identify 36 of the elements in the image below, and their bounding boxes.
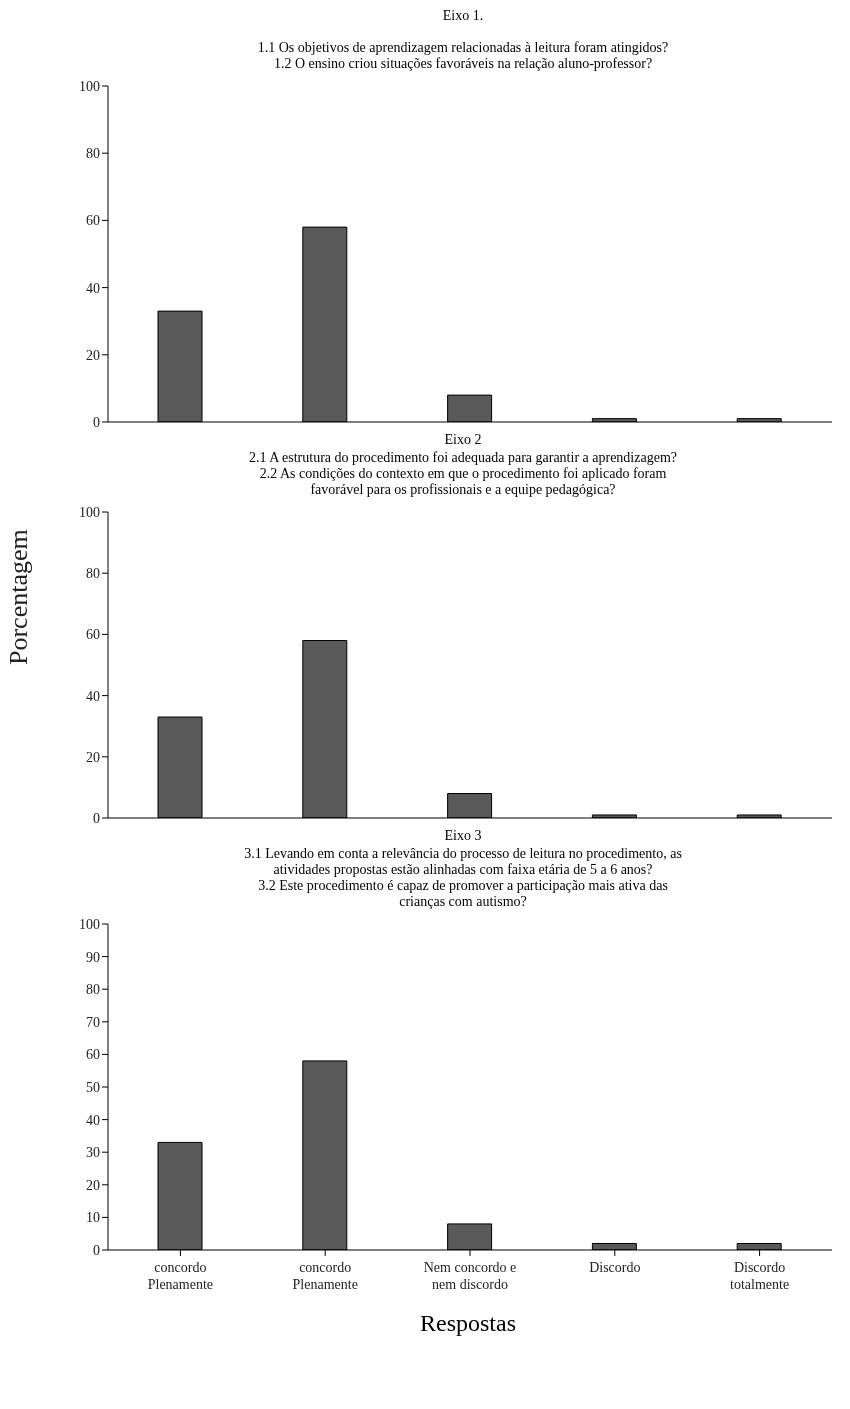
y-axis-title: Porcentagem: [4, 529, 34, 665]
y-tick-label: 0: [93, 810, 100, 826]
y-tick-label: 100: [79, 916, 100, 932]
y-tick-label: 30: [86, 1145, 100, 1161]
x-tick-label: concordo Plenamente: [292, 1260, 358, 1292]
x-tick-label: Discordo: [589, 1260, 641, 1275]
y-tick-label: 60: [86, 627, 100, 643]
y-tick-label: 100: [79, 78, 100, 94]
y-tick-label: 40: [86, 280, 100, 296]
y-tick-label: 80: [86, 146, 100, 162]
y-tick-label: 10: [86, 1210, 100, 1226]
y-tick-label: 60: [86, 1047, 100, 1063]
y-tick-label: 0: [93, 414, 100, 430]
x-tick-label: Nem concordo e nem discordo: [423, 1260, 517, 1292]
y-tick-label: 40: [86, 1112, 100, 1128]
chart-subtitle: 1.1 Os objetivos de aprendizagem relacionadas à leitura foram atingidos? 1.2 O ensino criou situações favoráveis na relação aluno-professor?: [256, 40, 670, 72]
y-tick-label: 80: [86, 982, 100, 998]
chart-subtitle: 3.1 Levando em conta a relevância do processo de leitura no procedimento, as atividades propostas estão alinhadas com faixa etária de 5 a 6 anos? 3.2 Este procedimento é capaz de promover a participação mais ativa das crianças com autismo?: [243, 846, 683, 910]
chart-title: Eixo 2: [443, 432, 483, 448]
y-tick-label: 20: [86, 749, 100, 765]
x-tick-label: Discordo totalmente: [730, 1260, 790, 1292]
y-tick-label: 20: [86, 347, 100, 363]
chart-title: Eixo 3: [443, 828, 483, 844]
y-tick-label: 0: [93, 1242, 100, 1258]
x-tick-label: concordo Plenamente: [147, 1260, 214, 1292]
y-tick-label: 50: [86, 1079, 100, 1095]
y-tick-label: 90: [86, 949, 100, 965]
y-tick-label: 60: [86, 213, 100, 229]
y-tick-label: 40: [86, 688, 100, 704]
y-tick-label: 20: [86, 1177, 100, 1193]
y-tick-label: 70: [86, 1014, 100, 1030]
chart-subtitle: 2.1 A estrutura do procedimento foi adequada para garantir a aprendizagem? 2.2 As condições do contexto em que o procedimento foi aplicado foram favorável para os profissionais e a equipe pedagógica?: [248, 450, 678, 498]
y-tick-label: 80: [86, 566, 100, 582]
chart-title: Eixo 1.: [441, 8, 485, 24]
x-axis-title: Respostas: [419, 1310, 517, 1338]
y-tick-label: 100: [79, 504, 100, 520]
